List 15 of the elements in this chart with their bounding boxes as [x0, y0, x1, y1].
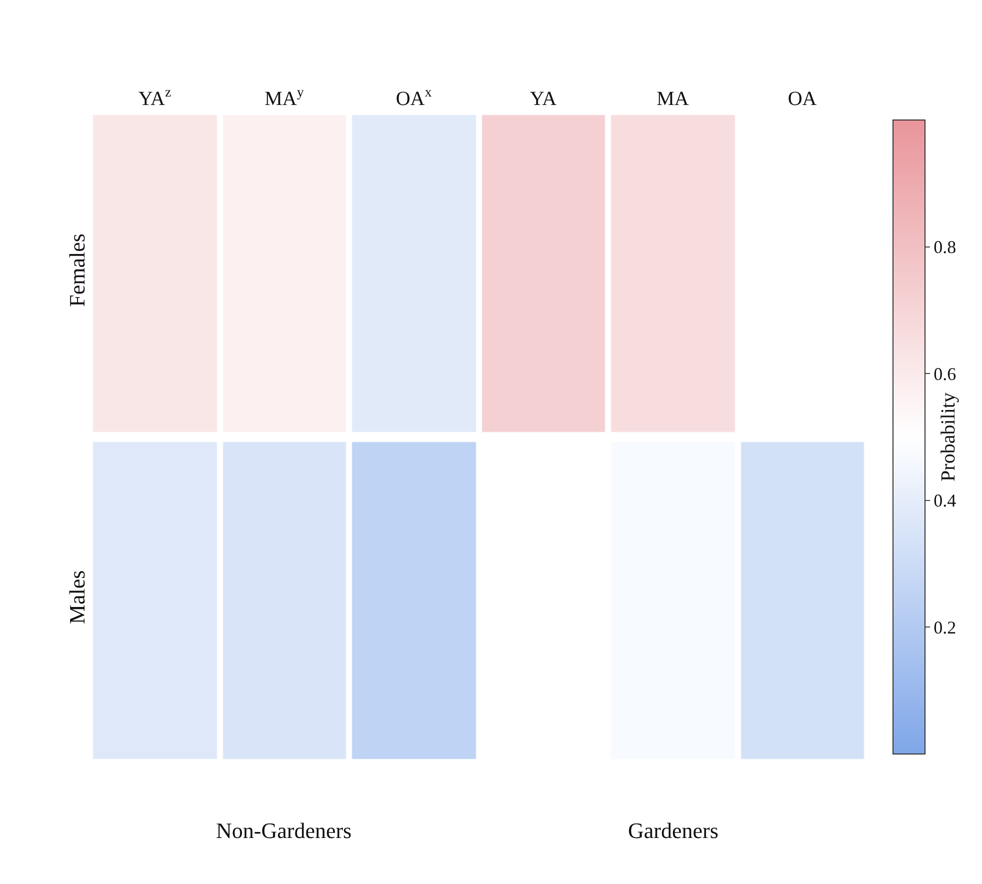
x-tick-label: OA [788, 88, 818, 110]
x-tick-label: OA$^{x}$ [396, 86, 432, 110]
color-bar-label: 0.6 [934, 364, 956, 384]
x-tick-label: YA [530, 88, 558, 110]
color-bar-title: Probability [938, 392, 960, 482]
color-bar-label: 0.4 [934, 490, 956, 511]
x-tick-label: YA$^{z}$ [138, 86, 172, 110]
color-bar-label: 0.2 [934, 618, 956, 638]
text: Non-Gardeners [216, 818, 352, 843]
y-tick-label: Males [64, 570, 90, 624]
text: Gardeners [628, 818, 718, 843]
color-bar-label: 0.8 [934, 237, 956, 258]
y-tick-label: Females [64, 234, 90, 307]
x-tick-label: MA [656, 88, 690, 110]
x-tick-label: MA$^{y}$ [264, 86, 304, 110]
